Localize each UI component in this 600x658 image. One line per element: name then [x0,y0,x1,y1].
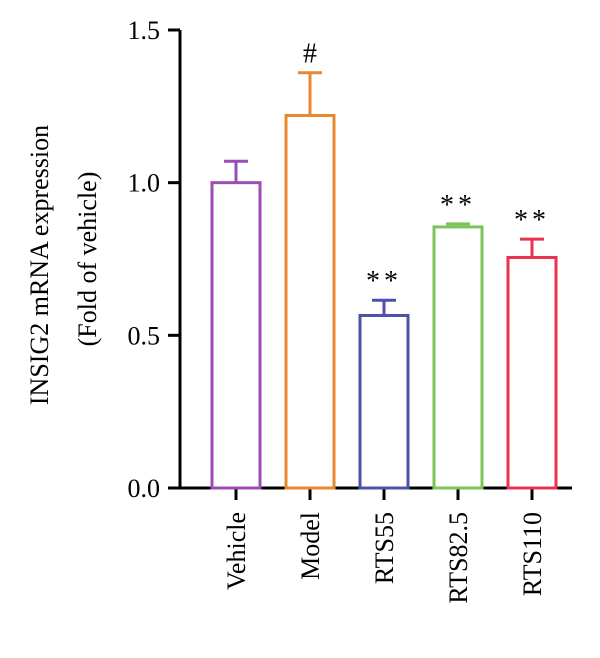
y-axis-title-line1: INSIG2 mRNA expression [25,125,54,405]
bar-model [284,113,336,490]
category-label-rts110: RTS110 [518,512,547,596]
y-tick-label: 0.0 [128,474,161,503]
y-axis-title-line2: (Fold of vehicle) [73,172,102,347]
labels: 0.0 0.5 1.0 1.5 INSIG2 mRNA expression (Fold … [25,16,550,604]
category-label-model: Model [296,512,325,580]
category-label-vehicle: Vehicle [222,512,251,590]
y-tick-label: 1.5 [128,16,161,45]
significance-annotation: # [303,39,317,70]
category-label-rts55: RTS55 [370,512,399,584]
bar-rts82.5 [432,225,484,490]
y-tick-label: 0.5 [128,321,161,350]
y-tick-label: 1.0 [128,169,161,198]
significance-annotation: ** [366,266,402,297]
significance-annotation: ** [440,190,476,221]
significance-annotation: ** [514,205,550,236]
bars [210,71,558,490]
bar-rts55 [358,313,410,490]
bar-rts110 [506,255,558,490]
category-label-rts82.5: RTS82.5 [444,512,473,604]
bar-vehicle [210,181,262,490]
